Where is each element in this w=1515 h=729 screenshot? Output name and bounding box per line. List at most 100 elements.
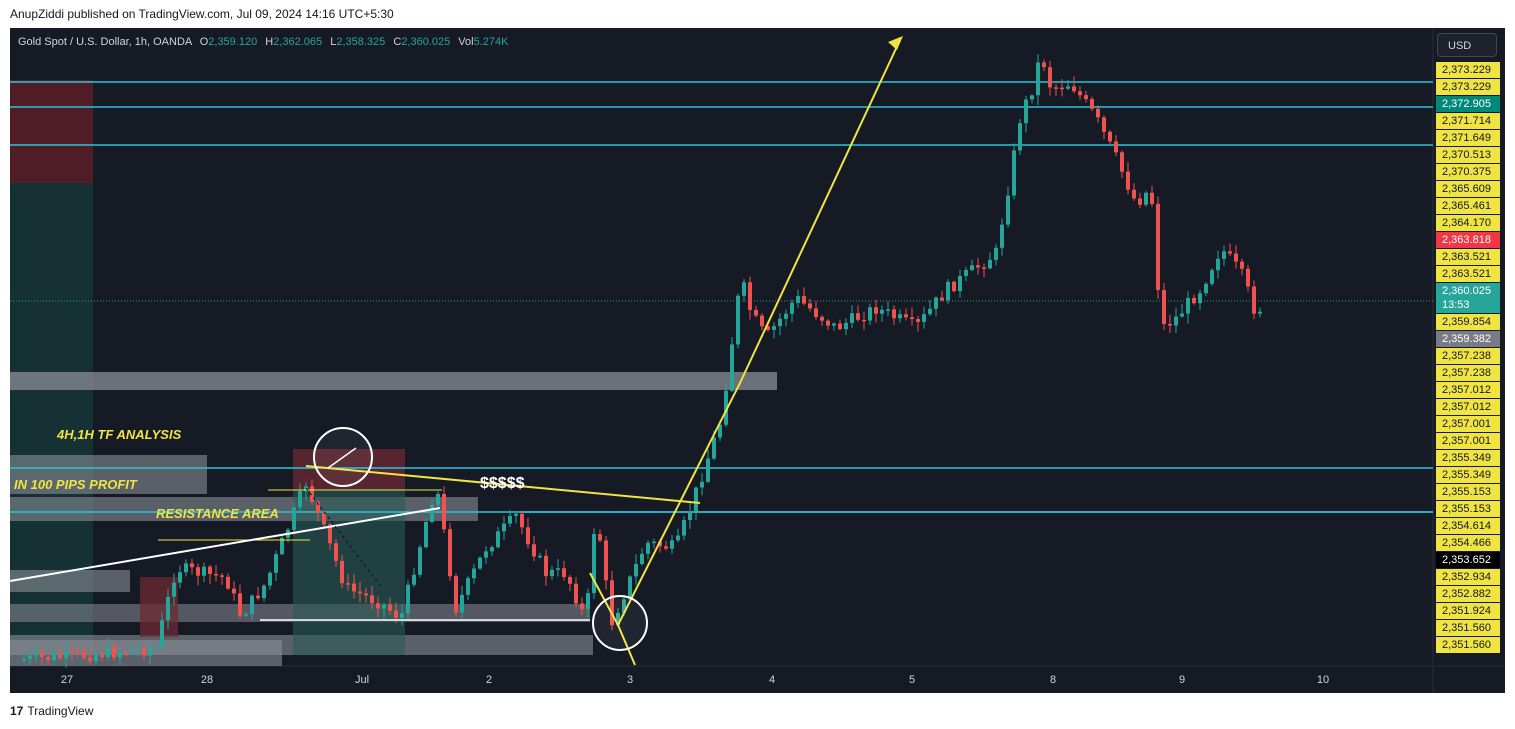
candle-body-70	[436, 493, 440, 505]
drawing-dashed-line	[305, 487, 383, 589]
price-label-text: 2,365.609	[1442, 183, 1491, 195]
candle-body-52	[328, 524, 332, 544]
price-label-34: 2,351.560	[1436, 637, 1500, 653]
candle-body-4	[40, 652, 44, 658]
price-label-text: 2,351.924	[1442, 605, 1491, 617]
currency-button[interactable]: USD	[1437, 33, 1497, 57]
candle-body-41	[262, 585, 266, 599]
supply-zone-box	[10, 372, 777, 390]
time-label-3: 3	[626, 674, 634, 686]
candle-body-73	[454, 576, 458, 613]
drawing-white-trendline	[10, 507, 441, 582]
volume-value: 5.274K	[473, 36, 509, 48]
candle-body-51	[322, 512, 326, 525]
candle-body-80	[496, 531, 500, 548]
price-label-text: 2,363.818	[1442, 234, 1491, 246]
price-label-text: 2,357.238	[1442, 350, 1491, 362]
candle-body-149	[910, 317, 914, 320]
candle-body-185	[1126, 171, 1130, 190]
candle-body-71	[442, 493, 446, 530]
price-label-text: 2,352.934	[1442, 571, 1491, 583]
candle-body-30	[196, 567, 200, 576]
price-label-11: 2,363.818	[1436, 232, 1500, 248]
time-label-10: 10	[1316, 674, 1330, 686]
open-value: 2,359.120	[208, 36, 258, 48]
candle-body-39	[250, 595, 254, 615]
price-label-text: 2,360.025	[1442, 285, 1491, 297]
price-label-6: 2,370.513	[1436, 147, 1500, 163]
price-label-19: 2,357.012	[1436, 382, 1500, 398]
candle-body-21	[142, 648, 146, 656]
price-label-28: 2,354.466	[1436, 535, 1500, 551]
symbol-name[interactable]: Gold Spot / U.S. Dollar, 1h, OANDA	[18, 36, 192, 48]
price-chart-plot[interactable]	[10, 28, 1505, 693]
candle-body-204	[1240, 261, 1244, 269]
candle-body-87	[538, 555, 542, 558]
candle-body-183	[1114, 141, 1118, 153]
candle-body-26	[172, 582, 176, 597]
price-label-text: 2,371.649	[1442, 132, 1491, 144]
candle-body-67	[418, 547, 422, 575]
candle-body-13	[94, 654, 98, 662]
candle-body-28	[184, 563, 188, 573]
candle-body-136	[832, 323, 836, 326]
candle-body-78	[484, 551, 488, 558]
candle-body-101	[622, 599, 626, 613]
bar-countdown: 13:53	[1442, 299, 1470, 311]
candle-body-83	[514, 513, 518, 516]
candle-body-54	[340, 560, 344, 584]
symbol-info-bar: Gold Spot / U.S. Dollar, 1h, OANDA O2,35…	[18, 36, 508, 48]
price-label-text: 2,370.513	[1442, 149, 1491, 161]
chart-frame[interactable]: Gold Spot / U.S. Dollar, 1h, OANDA O2,35…	[10, 28, 1505, 693]
price-label-text: 2,353.652	[1442, 554, 1491, 566]
time-label-9: 9	[1178, 674, 1186, 686]
candle-body-200	[1216, 258, 1220, 271]
candle-body-31	[202, 566, 206, 576]
candle-body-193	[1174, 316, 1178, 326]
candle-body-60	[376, 603, 380, 609]
candle-body-206	[1252, 286, 1256, 314]
candle-body-108	[664, 546, 668, 549]
candle-body-37	[238, 593, 242, 616]
candle-body-135	[826, 320, 830, 326]
price-label-text: 2,363.521	[1442, 268, 1491, 280]
candle-body-89	[550, 569, 554, 577]
candle-body-107	[658, 541, 662, 547]
price-label-10: 2,364.170	[1436, 215, 1500, 231]
candle-body-3	[34, 652, 38, 656]
profit-label-box	[10, 455, 207, 494]
candle-body-81	[502, 523, 506, 532]
price-label-text: 2,355.349	[1442, 469, 1491, 481]
price-label-text: 2,372.905	[1442, 98, 1491, 110]
candle-body-139	[850, 313, 854, 323]
candle-body-20	[136, 648, 140, 651]
candle-body-127	[778, 318, 782, 327]
volume-label: Vol	[458, 36, 474, 48]
candle-body-173	[1054, 87, 1058, 89]
candle-body-40	[256, 595, 260, 599]
price-label-31: 2,352.882	[1436, 586, 1500, 602]
price-label-30: 2,352.934	[1436, 569, 1500, 585]
candle-body-47	[298, 491, 302, 508]
candle-body-98	[604, 540, 608, 581]
candle-body-77	[478, 557, 482, 569]
candle-body-111	[682, 520, 686, 536]
tradingview-logo-icon: 17	[10, 704, 24, 718]
candle-body-188	[1144, 192, 1148, 205]
tradingview-logo[interactable]: 17 TradingView	[10, 704, 93, 718]
candle-body-172	[1048, 67, 1052, 88]
candle-body-9	[70, 650, 74, 652]
price-label-text: 2,371.714	[1442, 115, 1491, 127]
candle-body-97	[598, 534, 602, 541]
candle-body-176	[1072, 86, 1076, 92]
price-label-1: 2,373.229	[1436, 62, 1500, 78]
candle-body-141	[862, 319, 866, 322]
candle-body-86	[532, 544, 536, 557]
low-value: 2,358.325	[336, 36, 386, 48]
price-label-text: 2,352.882	[1442, 588, 1491, 600]
annotation-profit: IN 100 PIPS PROFIT	[14, 477, 137, 492]
candle-body-19	[130, 649, 134, 654]
candle-body-103	[634, 563, 638, 577]
candle-body-187	[1138, 198, 1142, 205]
price-label-33: 2,351.560	[1436, 620, 1500, 636]
